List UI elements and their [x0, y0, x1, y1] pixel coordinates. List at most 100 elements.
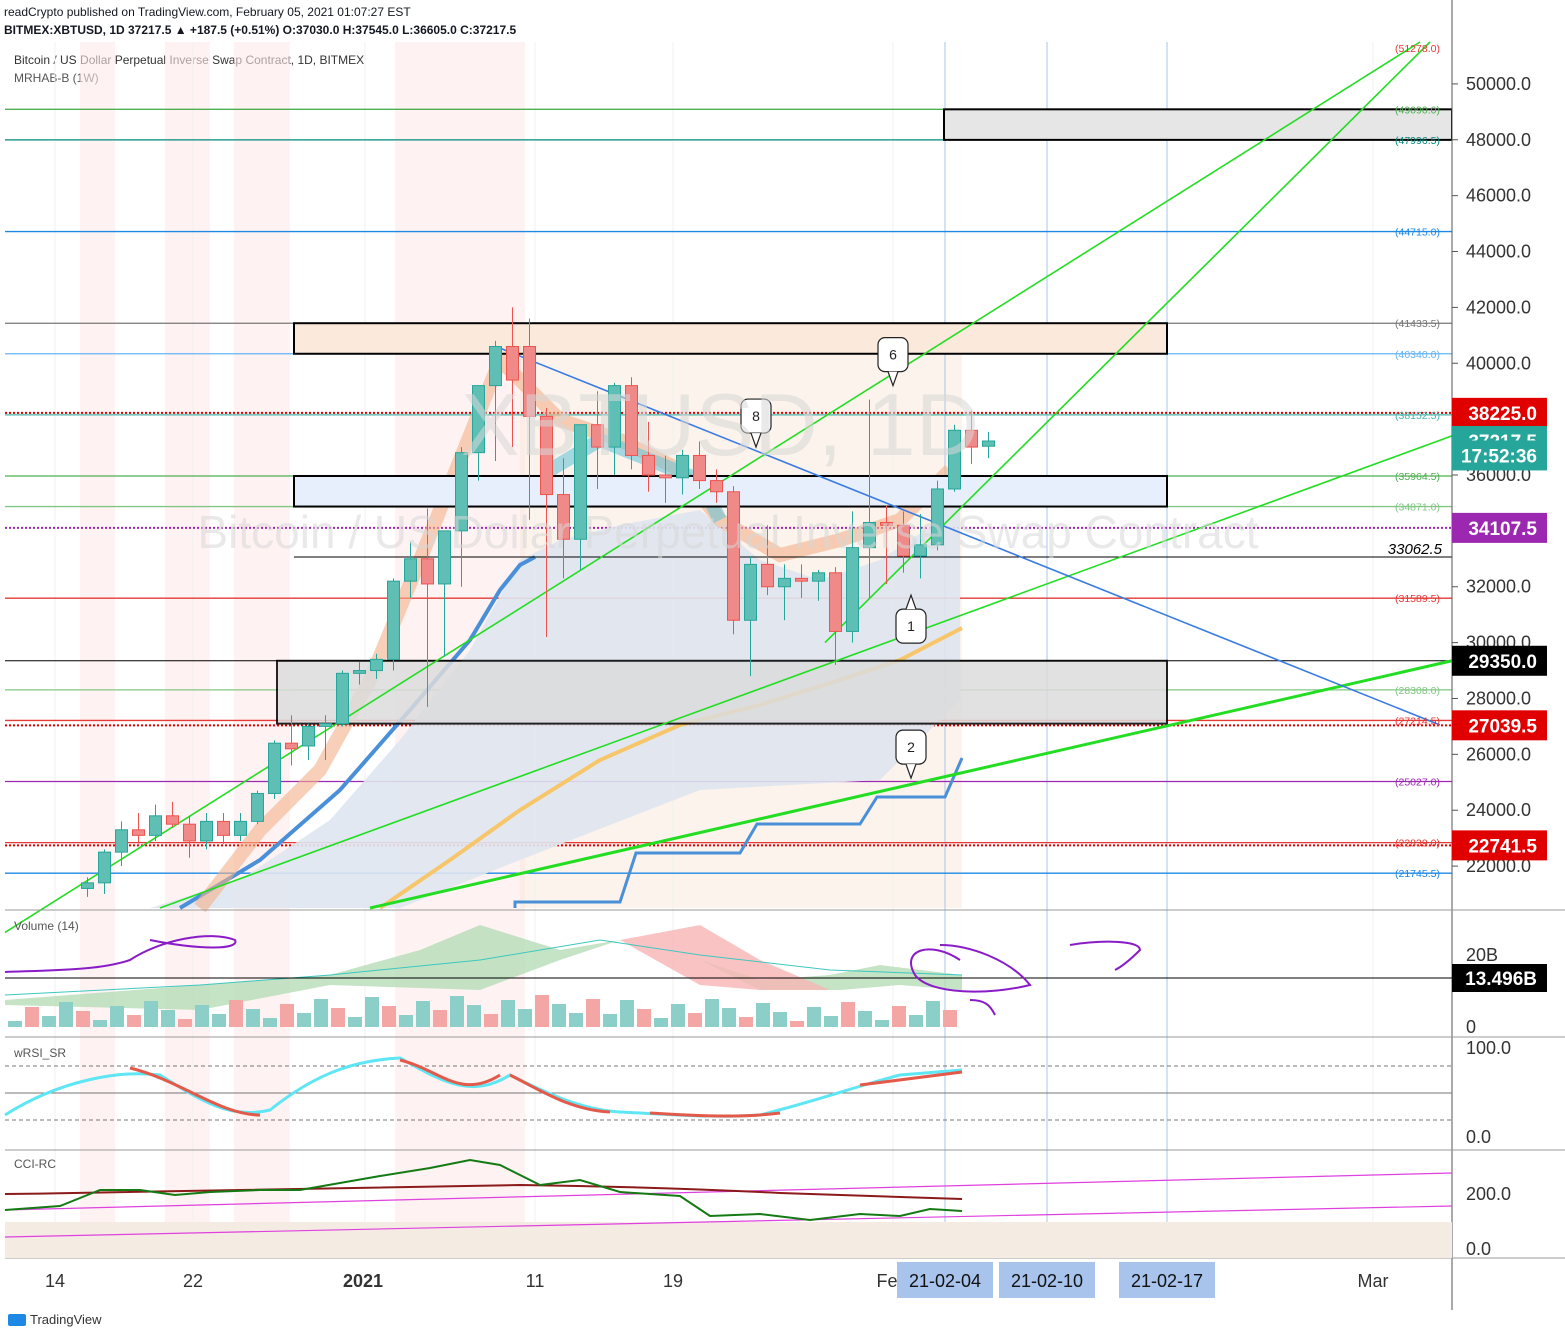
volume-bar [654, 1018, 668, 1027]
candle [472, 385, 485, 481]
volume-bar [858, 1011, 872, 1027]
price-chart[interactable]: 33062.5 8 6 1 2 50000.0 48000.0 46000.0 44000.0… [0, 0, 1565, 1310]
date-marker-label: 21-02-04 [909, 1271, 981, 1291]
volume-bar [399, 1015, 413, 1027]
candle-body [761, 563, 774, 588]
price-badge [1452, 830, 1547, 861]
price-badge [1452, 645, 1547, 676]
candle [183, 815, 196, 858]
axis-tick-label: 24000.0 [1466, 800, 1531, 820]
candle-body [98, 851, 111, 884]
candle-body [676, 454, 689, 479]
time-axis-label: 2021 [343, 1271, 383, 1291]
volume-bar [790, 1021, 804, 1027]
candle [625, 377, 638, 470]
candle-body [812, 572, 825, 582]
salmon-band [194, 347, 955, 913]
candle [251, 790, 264, 825]
zone-box-top [943, 108, 1453, 141]
candle [455, 447, 468, 587]
date-marker-badge [897, 1262, 993, 1298]
candle [234, 813, 247, 841]
volume-bar [535, 995, 549, 1027]
candle-body [438, 530, 451, 585]
candle [761, 525, 774, 596]
level-label: (51278.0) [1395, 43, 1440, 55]
candle [659, 455, 672, 503]
candle-body [710, 480, 723, 493]
annotation-33062: 33062.5 [1388, 541, 1443, 558]
axis-tick-label: 32000.0 [1466, 577, 1531, 597]
volume-bar [909, 1015, 923, 1027]
volume-bar [331, 1008, 345, 1027]
candle [693, 441, 706, 489]
candle-body [183, 823, 196, 842]
level-label: (27214.5) [1395, 715, 1440, 727]
level-label: (34871.0) [1395, 502, 1440, 514]
axis-tick-label: 28000.0 [1466, 688, 1531, 708]
candle-body [472, 385, 485, 454]
candle [897, 511, 910, 573]
candle [880, 505, 893, 584]
candle [846, 511, 859, 643]
date-marker-badge [999, 1262, 1095, 1298]
candle-body [591, 424, 604, 448]
candle [285, 715, 298, 766]
candle [404, 542, 417, 598]
price-badge [1452, 710, 1547, 741]
candle [710, 469, 723, 503]
time-axis: 14 22 2021 11 19 Fe Mar 21-02-04 21-02-10 21-02-1… [45, 1262, 1389, 1298]
volume-bar [246, 1009, 260, 1027]
candle [217, 813, 230, 844]
step-line [513, 757, 964, 908]
price-badge-label: 29350.0 [1468, 652, 1537, 673]
candle [421, 508, 434, 707]
time-axis-label: Mar [1358, 1271, 1389, 1291]
candle [149, 804, 162, 841]
candle-body [574, 424, 587, 540]
bg-band [165, 42, 210, 1247]
rsi-line-red [129, 1058, 963, 1118]
cci-line [4, 1158, 963, 1222]
watermark-name: Bitcoin / US Dollar Perpetual Inverse Sw… [197, 506, 1258, 558]
volume-bar [416, 1001, 430, 1027]
volume-cloud-green [5, 925, 962, 1010]
candle-body [234, 820, 247, 836]
price-badge-label: 38225.0 [1468, 404, 1537, 425]
candle [319, 715, 332, 760]
candle-body [523, 345, 536, 417]
volume-bar [382, 1006, 396, 1027]
candle [676, 449, 689, 495]
cci-axis-label: 0.0 [1466, 1239, 1491, 1259]
candle-body [115, 829, 128, 853]
price-badge [1452, 440, 1547, 471]
candle-body [81, 882, 94, 889]
rsi-pane-label: wRSI_SR [14, 1046, 67, 1060]
level-label: (22839.0) [1395, 838, 1440, 850]
volume-bar [586, 999, 600, 1027]
candle [744, 556, 757, 677]
time-axis-label: 11 [526, 1271, 545, 1291]
level-label: (31589.5) [1395, 593, 1440, 605]
volume-bar [943, 1010, 957, 1027]
candle [795, 564, 808, 598]
price-axis: 50000.0 48000.0 46000.0 44000.0 42000.0 40000… [1395, 0, 1565, 1310]
candle [438, 530, 451, 657]
callout-label: 8 [752, 408, 760, 424]
time-axis-label: 14 [45, 1271, 65, 1291]
candle-body [948, 429, 961, 490]
cci-trend-2 [4, 1205, 1453, 1238]
bg-band [234, 42, 290, 1247]
trend-blue [495, 345, 1441, 726]
candle [982, 431, 995, 459]
candle-body [319, 723, 332, 727]
candle-body [455, 452, 468, 532]
callout-tip [887, 371, 899, 388]
candle-body [336, 672, 349, 725]
zone-box-29350 [276, 659, 1168, 725]
candle-body [404, 558, 417, 582]
volume-pane-label: Volume (14) [14, 919, 79, 933]
volume-bar [722, 1008, 736, 1027]
candle-body [625, 385, 638, 456]
axis-tick-label: 42000.0 [1466, 297, 1531, 317]
